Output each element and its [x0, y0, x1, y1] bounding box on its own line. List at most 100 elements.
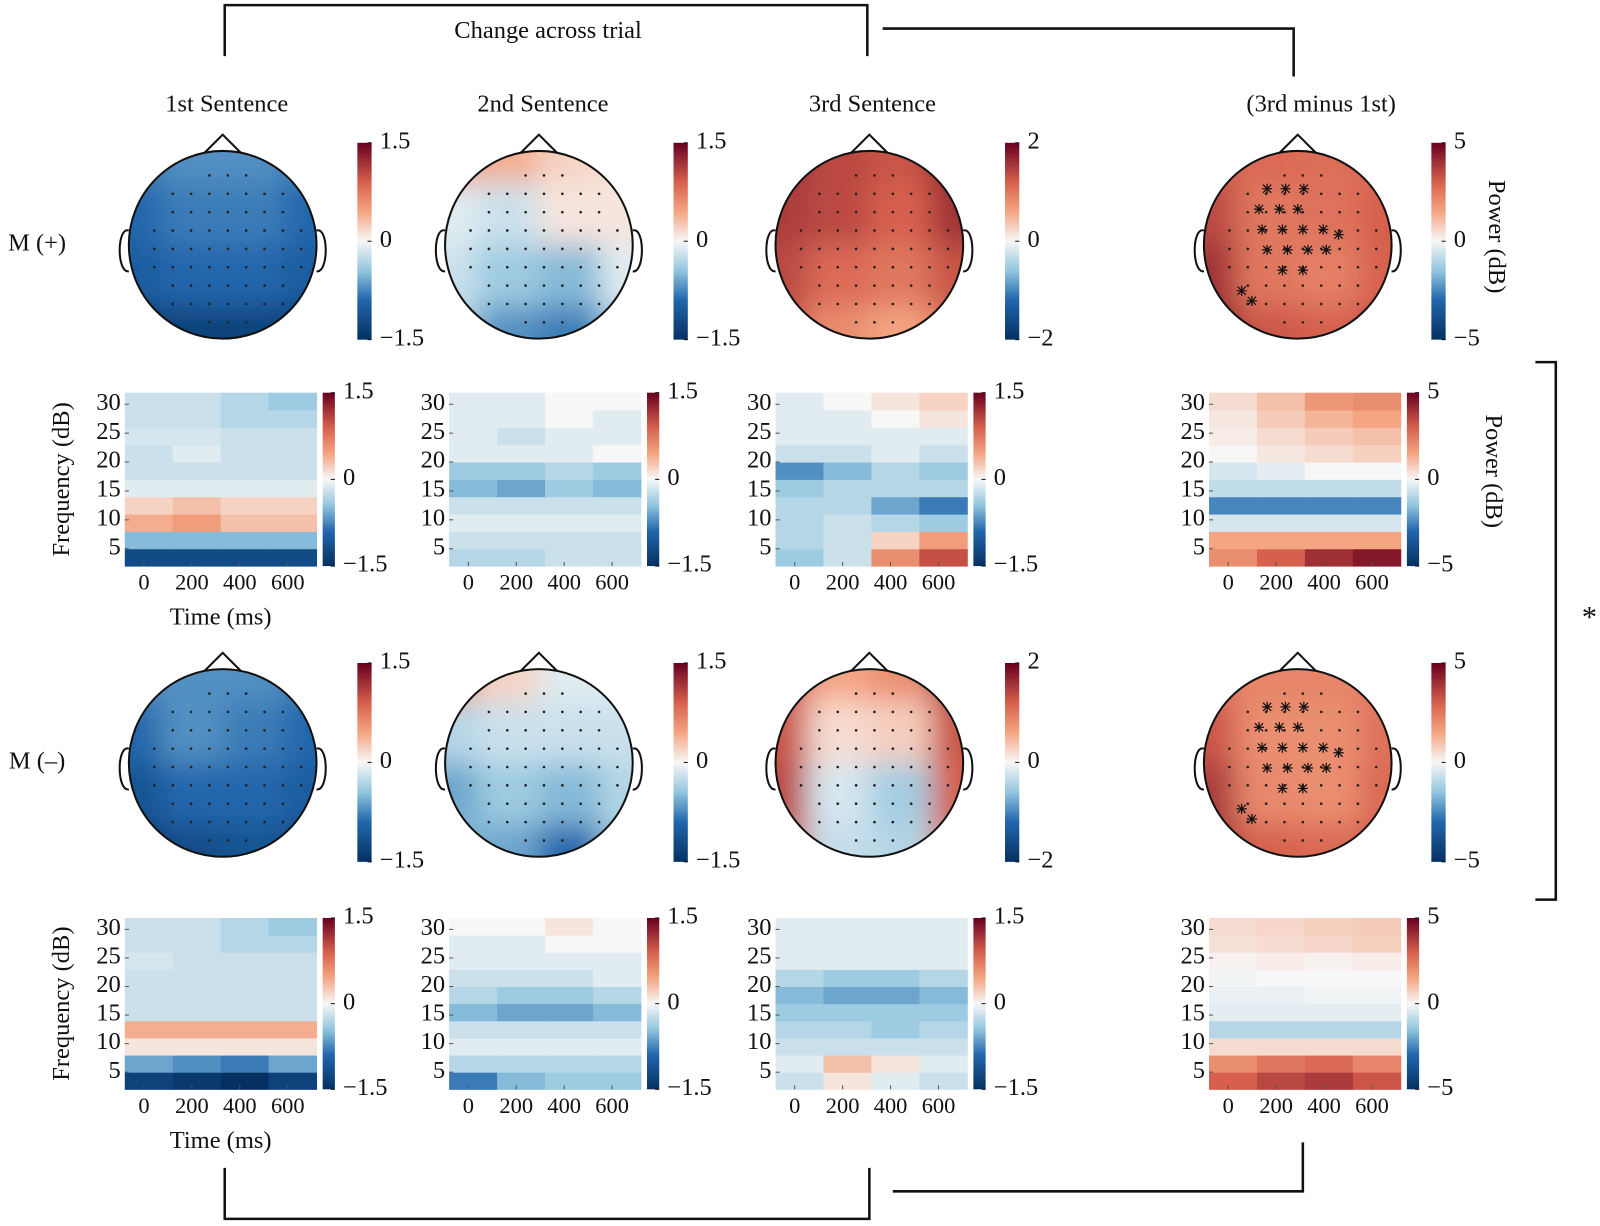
- head-ear: [1193, 229, 1205, 273]
- tf-cell: [449, 392, 498, 411]
- y-tick-label: 15: [96, 1000, 120, 1027]
- tf-cell: [172, 514, 222, 532]
- electrode: [836, 802, 840, 806]
- topo-cell: [284, 307, 317, 339]
- tf-cell: [172, 969, 222, 988]
- electrode: [928, 820, 931, 824]
- tf-cell: [823, 531, 872, 550]
- electrode: [281, 747, 285, 750]
- electrode: [1356, 710, 1360, 714]
- x-tick-label: 0: [463, 570, 474, 595]
- x-tick-label: 200: [175, 1093, 209, 1118]
- x-tick-label: 200: [1259, 570, 1293, 595]
- electrode: [1301, 820, 1305, 824]
- topo-cell: [869, 244, 933, 309]
- electrode: [946, 265, 950, 269]
- electrode: [524, 192, 527, 196]
- colorbar-tick-label: 1.5: [994, 903, 1025, 930]
- electrode: [836, 820, 840, 824]
- tf-cell: [124, 410, 174, 428]
- electrode: [226, 728, 230, 732]
- electrode: [561, 728, 564, 732]
- y-tick-label: 10: [1180, 504, 1204, 531]
- electrode: [1228, 265, 1231, 269]
- electrode: [189, 728, 193, 732]
- significant-electrode: [1292, 203, 1303, 215]
- electrode: [524, 284, 527, 287]
- head-ear: [632, 747, 643, 791]
- tf-cell: [124, 917, 174, 936]
- colorbar: [322, 917, 335, 1090]
- tf-cell: [497, 496, 546, 515]
- colorbar-tick-label: 0: [1427, 464, 1439, 491]
- y-tick-label: 5: [433, 533, 445, 560]
- electrode: [579, 710, 583, 714]
- topo-cell: [1203, 150, 1237, 184]
- electrode: [208, 192, 211, 196]
- topo-cell: [128, 150, 162, 184]
- electrode: [854, 839, 858, 842]
- topo-cell: [869, 182, 933, 246]
- electrode: [1301, 802, 1305, 806]
- significant-electrode: [1262, 701, 1273, 712]
- tf-cell: [172, 1020, 222, 1039]
- electrode: [1319, 710, 1323, 714]
- tf-cell: [1304, 548, 1354, 567]
- electrode: [299, 229, 303, 232]
- electrode: [597, 820, 601, 824]
- tf-cell: [871, 548, 920, 567]
- electrode: [854, 820, 858, 824]
- head-ear: [765, 229, 776, 273]
- tf-cell: [1256, 969, 1306, 988]
- electrode: [1228, 784, 1231, 787]
- electrode: [1264, 302, 1268, 306]
- electrode: [818, 210, 821, 214]
- electrode: [189, 265, 193, 269]
- y-tick-label: 15: [1180, 476, 1204, 503]
- y-tick-label: 30: [421, 389, 445, 416]
- electrode: [189, 820, 193, 824]
- tf-cell: [1256, 1037, 1306, 1056]
- tf-cell: [220, 548, 270, 567]
- tf-cell: [268, 514, 318, 532]
- electrode: [891, 302, 895, 306]
- y-tick-label: 25: [421, 418, 445, 445]
- electrode: [1264, 728, 1268, 732]
- electrode: [542, 284, 546, 287]
- electrode: [561, 174, 564, 177]
- tf-cell: [775, 1072, 824, 1090]
- electrode: [1356, 192, 1360, 196]
- electrode: [1338, 765, 1341, 769]
- y-tick-label: 5: [108, 1057, 120, 1084]
- electrode: [561, 229, 564, 232]
- tf-cell: [1209, 969, 1258, 988]
- tf-cell: [1256, 1020, 1306, 1039]
- electrode: [1264, 210, 1268, 214]
- electrode: [561, 765, 564, 769]
- tf-cell: [545, 531, 594, 550]
- head-outline: [127, 149, 318, 340]
- electrode: [818, 765, 821, 769]
- electrode: [1356, 728, 1360, 732]
- tf-cell: [124, 952, 174, 970]
- electrode: [226, 320, 230, 324]
- electrode: [1301, 284, 1305, 287]
- electrode: [909, 192, 913, 196]
- electrode: [171, 210, 175, 214]
- electrode: [524, 765, 527, 769]
- tf-cell: [592, 935, 642, 953]
- electrode: [928, 192, 931, 196]
- electrode: [1264, 265, 1268, 269]
- tf-cell: [172, 1072, 222, 1090]
- head-outline: [444, 668, 634, 858]
- electrode: [505, 710, 509, 714]
- column-title: 2nd Sentence: [477, 91, 608, 118]
- electrode: [487, 802, 491, 806]
- electrode: [854, 192, 858, 196]
- y-tick-label: 5: [759, 533, 771, 560]
- significant-electrode: [1246, 813, 1257, 825]
- topo-cell: [931, 669, 964, 702]
- electrode: [928, 765, 931, 769]
